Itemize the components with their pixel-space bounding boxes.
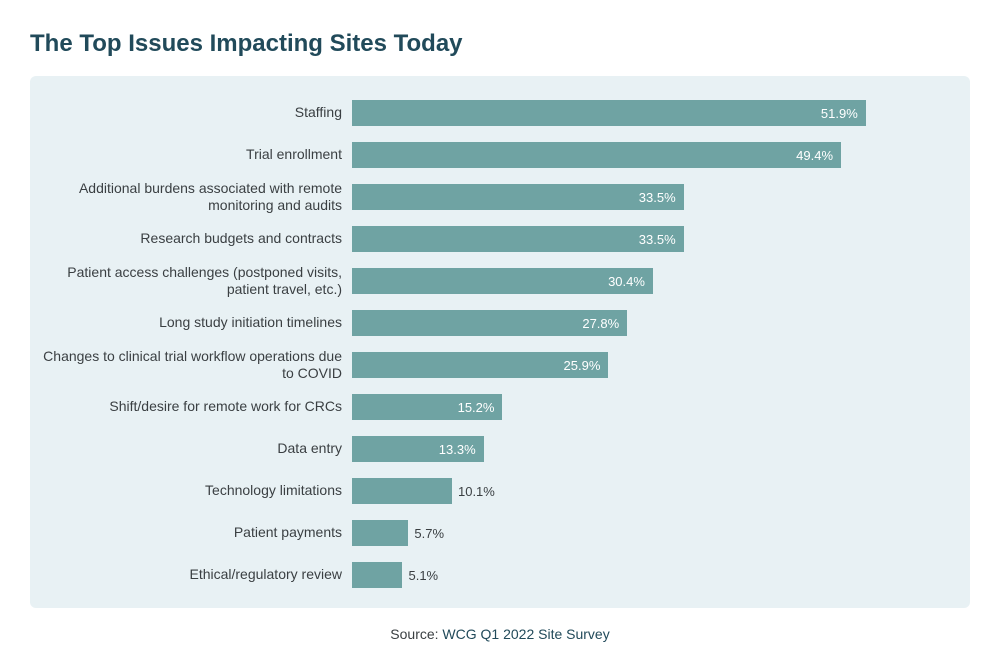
bar-value-label: 5.1% — [408, 562, 438, 588]
bar-value-label: 15.2% — [458, 400, 495, 415]
bar-value-label: 51.9% — [821, 106, 858, 121]
category-label: Ethical/regulatory review — [42, 566, 352, 584]
bar-track: 51.9% — [352, 100, 946, 126]
bar-track: 5.1% — [352, 562, 946, 588]
chart-title: The Top Issues Impacting Sites Today — [30, 30, 970, 58]
chart-source: Source: WCG Q1 2022 Site Survey — [30, 626, 970, 642]
bar-row: Long study initiation timelines 27.8% — [42, 306, 946, 340]
category-label: Long study initiation timelines — [42, 314, 352, 332]
bar-row: Ethical/regulatory review5.1% — [42, 558, 946, 592]
category-label: Data entry — [42, 440, 352, 458]
bar: 49.4% — [352, 142, 841, 168]
bar-track: 33.5% — [352, 184, 946, 210]
category-label: Staffing — [42, 104, 352, 122]
category-label: Patient payments — [42, 524, 352, 542]
category-label: Research budgets and contracts — [42, 230, 352, 248]
bar-row: Additional burdens associated with remot… — [42, 180, 946, 214]
category-label: Shift/desire for remote work for CRCs — [42, 398, 352, 416]
bar: 27.8% — [352, 310, 627, 336]
bar-track: 15.2% — [352, 394, 946, 420]
bar-value-label: 5.7% — [414, 520, 444, 546]
bar-value-label: 13.3% — [439, 442, 476, 457]
bar: 33.5% — [352, 184, 684, 210]
bar: 25.9% — [352, 352, 608, 378]
bar: 5.1% — [352, 562, 402, 588]
bar: 51.9% — [352, 100, 866, 126]
source-text: WCG Q1 2022 Site Survey — [442, 626, 609, 642]
bar-track: 49.4% — [352, 142, 946, 168]
bar: 15.2% — [352, 394, 502, 420]
bar-row: Shift/desire for remote work for CRCs 15.… — [42, 390, 946, 424]
bar: 5.7% — [352, 520, 408, 546]
bar-track: 27.8% — [352, 310, 946, 336]
bar-value-label: 25.9% — [564, 358, 601, 373]
category-label: Trial enrollment — [42, 146, 352, 164]
bar-row: Research budgets and contracts 33.5% — [42, 222, 946, 256]
bar-row: Changes to clinical trial workflow opera… — [42, 348, 946, 382]
chart-container: The Top Issues Impacting Sites Today Sta… — [0, 0, 1000, 655]
category-label: Additional burdens associated with remot… — [42, 180, 352, 215]
source-prefix: Source: — [390, 626, 442, 642]
bar: 30.4% — [352, 268, 653, 294]
bar-value-label: 30.4% — [608, 274, 645, 289]
bar-row: Staffing 51.9% — [42, 96, 946, 130]
bar-value-label: 33.5% — [639, 190, 676, 205]
bar-track: 33.5% — [352, 226, 946, 252]
bar-row: Patient payments5.7% — [42, 516, 946, 550]
bar-value-label: 10.1% — [458, 478, 495, 504]
chart-plot-area: Staffing 51.9% Trial enrollment 49.4% Additi… — [30, 76, 970, 608]
bar: 13.3% — [352, 436, 484, 462]
bar-track: 5.7% — [352, 520, 946, 546]
category-label: Technology limitations — [42, 482, 352, 500]
category-label: Patient access challenges (postponed vis… — [42, 264, 352, 299]
bar-row: Data entry 13.3% — [42, 432, 946, 466]
bar-value-label: 33.5% — [639, 232, 676, 247]
bar-value-label: 27.8% — [582, 316, 619, 331]
bar-track: 25.9% — [352, 352, 946, 378]
bar-track: 13.3% — [352, 436, 946, 462]
bar-value-label: 49.4% — [796, 148, 833, 163]
bar-track: 10.1% — [352, 478, 946, 504]
bar-row: Patient access challenges (postponed vis… — [42, 264, 946, 298]
bar: 10.1% — [352, 478, 452, 504]
bar-row: Technology limitations10.1% — [42, 474, 946, 508]
category-label: Changes to clinical trial workflow opera… — [42, 348, 352, 383]
bar: 33.5% — [352, 226, 684, 252]
bar-row: Trial enrollment 49.4% — [42, 138, 946, 172]
bar-track: 30.4% — [352, 268, 946, 294]
